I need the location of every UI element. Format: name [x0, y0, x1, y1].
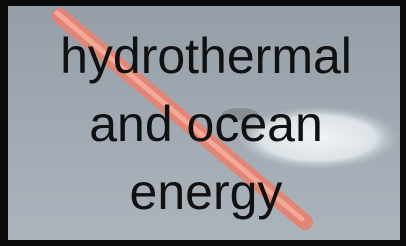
caption-line: hydrothermal — [60, 28, 352, 84]
caption-line: energy — [130, 164, 283, 220]
slide-image: hydrothermal and ocean energy — [0, 0, 406, 246]
caption-line: and ocean — [89, 96, 323, 152]
